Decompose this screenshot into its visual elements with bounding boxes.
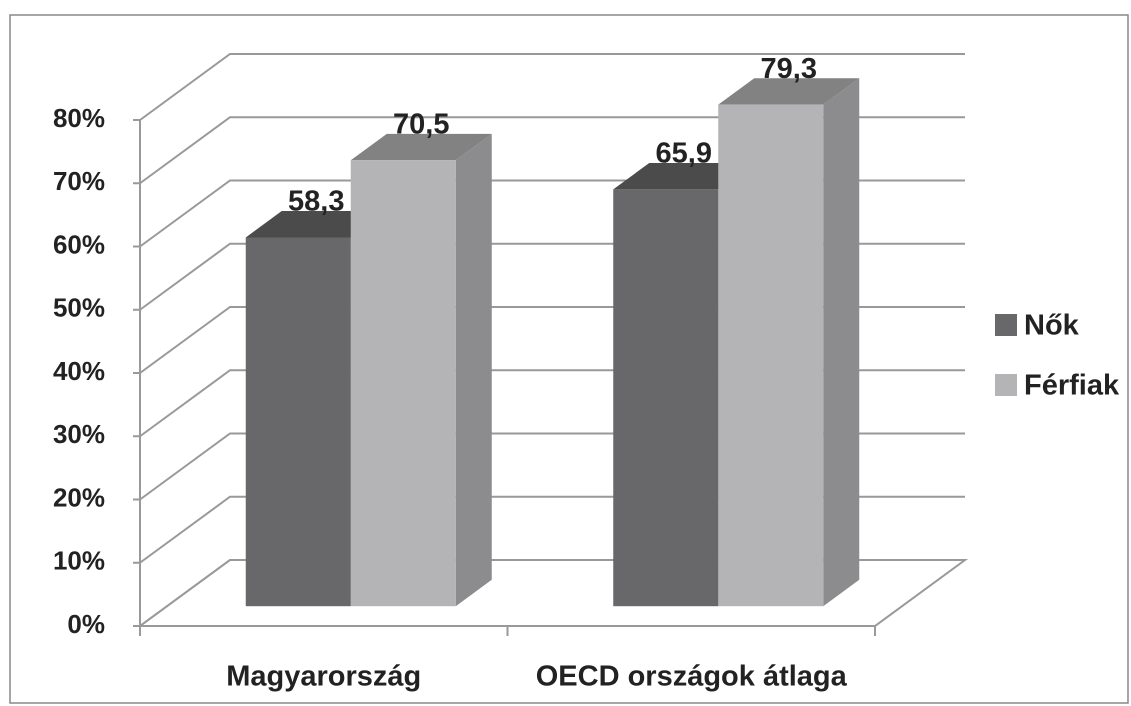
x-tick-label: Magyarország	[226, 661, 421, 693]
y-tick-label: 10%	[53, 546, 105, 576]
bar-top	[718, 78, 860, 105]
y-tick-label: 0%	[67, 609, 105, 639]
y-tick-label: 70%	[53, 166, 105, 196]
bar	[613, 189, 719, 607]
bar-side	[823, 78, 860, 607]
value-label: 65,9	[656, 138, 712, 170]
value-label: 70,5	[393, 109, 449, 141]
bar-top	[350, 133, 492, 161]
y-tick-label: 60%	[53, 229, 105, 259]
y-tick-label: 50%	[53, 293, 105, 323]
bar	[350, 160, 456, 607]
legend-swatch	[995, 374, 1017, 396]
y-tick-label: 80%	[53, 103, 105, 133]
bar	[245, 237, 351, 607]
legend-label: Férfiak	[1024, 370, 1120, 402]
value-label: 58,3	[288, 186, 344, 218]
x-tick-label: OECD országok átlaga	[536, 661, 848, 693]
y-tick-label: 20%	[53, 482, 105, 512]
grid-line	[139, 53, 965, 121]
chart-border	[9, 14, 1129, 704]
legend-label: Nők	[1024, 310, 1080, 342]
y-tick-label: 30%	[53, 419, 105, 449]
bar	[718, 104, 824, 607]
y-tick-label: 40%	[53, 356, 105, 386]
value-label: 79,3	[761, 53, 817, 85]
legend-swatch	[995, 314, 1017, 336]
bar-side	[455, 133, 492, 607]
